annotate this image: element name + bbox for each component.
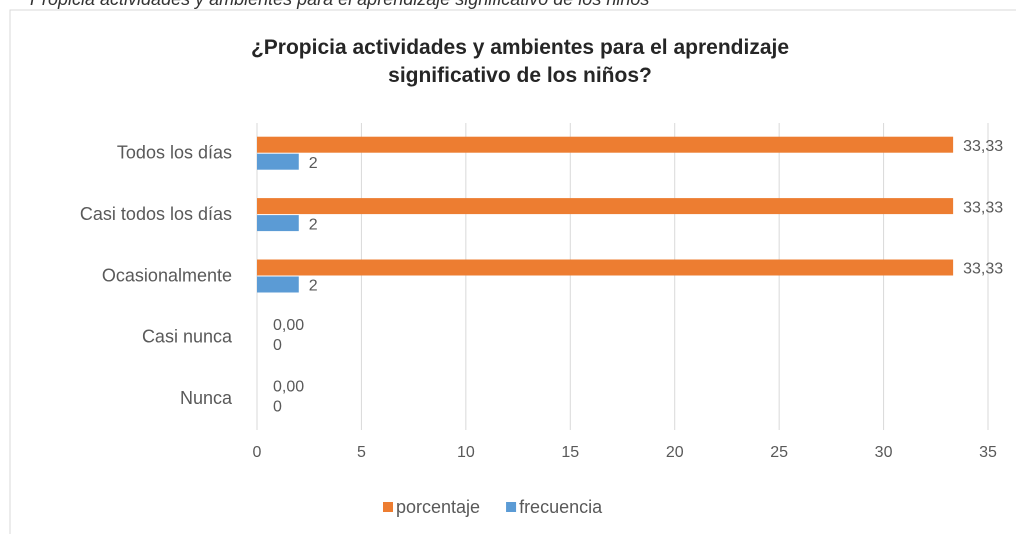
data-label: 33,33 [963,199,1003,216]
x-tick-label: 30 [875,444,893,461]
data-label: 0,00 [273,379,304,396]
legend-swatch [383,502,393,512]
x-tick-label: 35 [979,444,997,461]
x-tick-label: 0 [253,444,262,461]
data-label: 2 [309,278,318,295]
legend-label: porcentaje [396,497,480,517]
x-tick-label: 5 [357,444,366,461]
chart-title: ¿Propicia actividades y ambientes para e… [250,36,790,87]
x-tick-label: 25 [770,444,788,461]
y-tick-label: Ocasionalmente [102,265,232,285]
bar [257,136,954,153]
bar [257,153,299,170]
y-tick-label: Todos los días [117,142,232,162]
bar [257,276,299,293]
data-label: 0 [273,337,282,354]
data-label: 33,33 [963,138,1003,155]
x-tick-label: 15 [561,444,579,461]
y-tick-label: Nunca [180,388,233,408]
data-label: 2 [309,216,318,233]
bar [257,215,299,232]
data-label: 0,00 [273,317,304,334]
caption: Propicia actividades y ambientes para el… [30,0,649,10]
y-tick-label: Casi todos los días [80,204,232,224]
data-label: 33,33 [963,261,1003,278]
data-label: 0 [273,399,282,416]
y-tick-label: Casi nunca [142,327,233,347]
bar [257,198,954,215]
legend-swatch [506,502,517,512]
data-label: 2 [309,155,318,172]
bar [257,259,954,276]
legend-label: frecuencia [519,497,603,517]
x-tick-label: 20 [666,444,684,461]
x-tick-label: 10 [457,444,475,461]
